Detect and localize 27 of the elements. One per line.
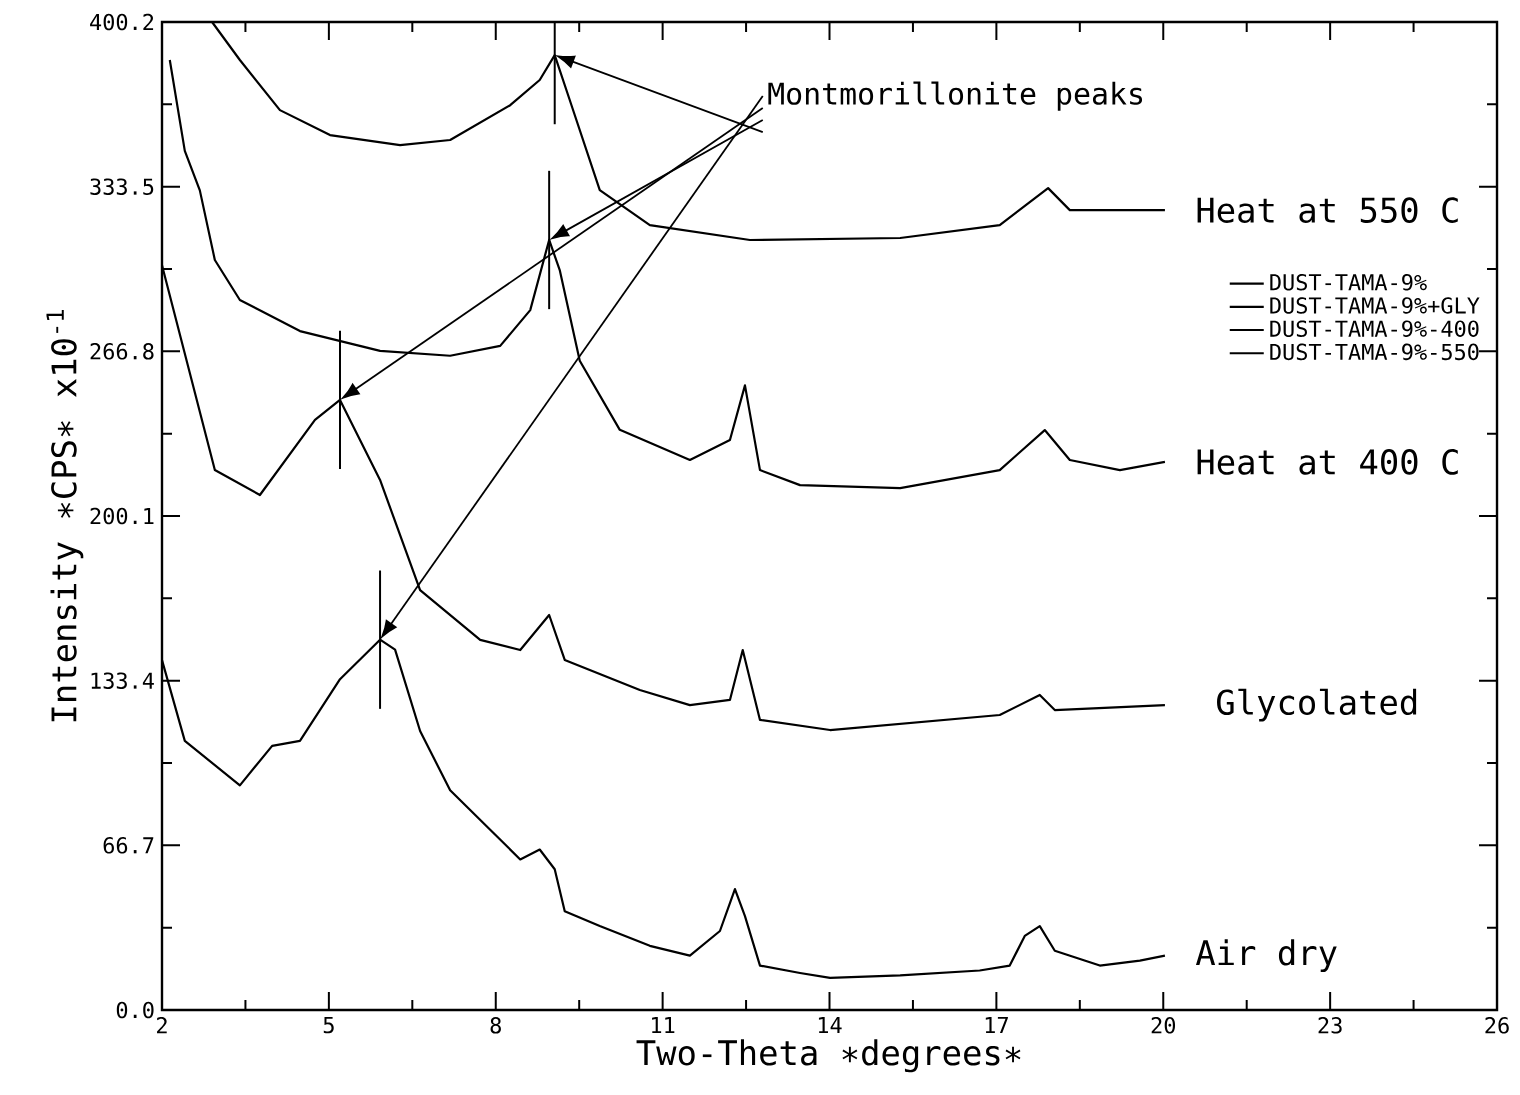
- y-axis-title: Intensity ∗CPS∗ x10$^{-1}$: [46, 310, 84, 722]
- legend-label: DUST-TAMA-9%+GLY: [1270, 297, 1480, 314]
- legend-label: DUST-TAMA-9%: [1270, 273, 1427, 291]
- annotation: Air dry: [1195, 939, 1337, 973]
- x-tick-label: 20: [1151, 1017, 1176, 1034]
- y-tick-label: 200.1: [90, 507, 154, 525]
- legend-label: DUST-TAMA-9%-400: [1270, 320, 1479, 337]
- x-axis-title: Two-Theta ∗degrees∗: [636, 1039, 1021, 1073]
- legend-label: DUST-TAMA-9%-550: [1270, 343, 1479, 361]
- x-tick-label: 23: [1318, 1017, 1342, 1034]
- annotation: Heat at 550 C: [1197, 197, 1458, 223]
- x-tick-label: 26: [1485, 1017, 1509, 1034]
- y-tick-label: 66.7: [103, 837, 154, 854]
- x-tick-label: 11: [652, 1017, 675, 1034]
- annotation: Montmorillonite peaks: [768, 81, 1143, 111]
- x-tick-label: 14: [818, 1017, 842, 1034]
- x-tick-label: 2: [157, 1017, 167, 1034]
- annotation: Glycolated: [1217, 688, 1417, 722]
- y-tick-label: 400.2: [90, 13, 154, 31]
- y-tick-label: 133.4: [91, 672, 154, 689]
- x-tick-label: 5: [323, 1017, 334, 1034]
- x-tick-label: 8: [490, 1017, 501, 1034]
- x-tick-label: 17: [985, 1017, 1008, 1034]
- y-tick-label: 333.5: [90, 178, 154, 195]
- annotation: Heat at 400 C: [1197, 449, 1458, 475]
- y-tick-label: 266.8: [90, 343, 154, 360]
- y-tick-label: 0.0: [116, 1001, 154, 1019]
